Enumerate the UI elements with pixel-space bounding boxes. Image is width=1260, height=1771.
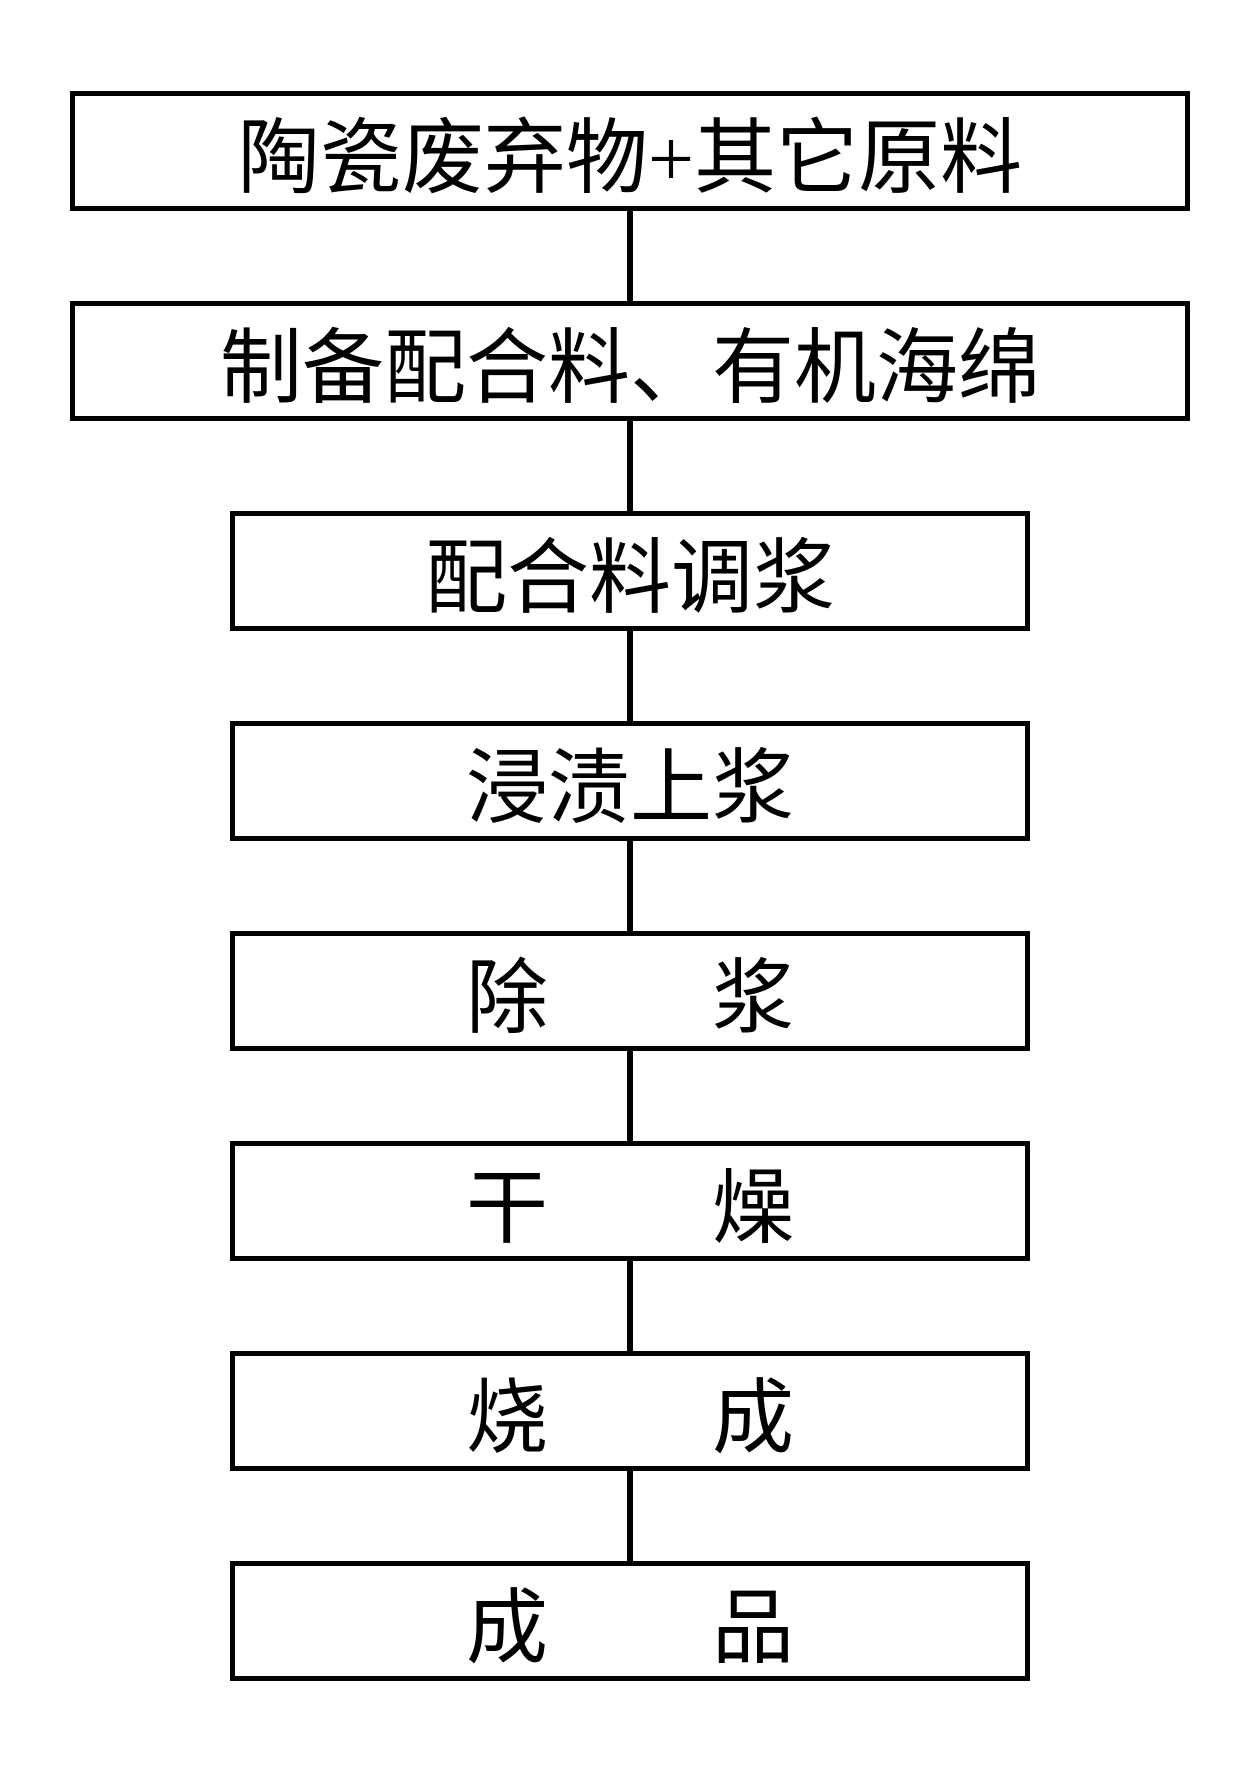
flow-connector-3 [627,631,633,721]
flow-step-1-label: 陶瓷废弃物+其它原料 [238,91,1022,210]
flow-connector-7 [627,1471,633,1561]
flow-connector-2 [627,421,633,511]
flow-connector-1 [627,211,633,301]
flow-step-2-label: 制备配合料、有机海绵 [220,301,1040,420]
flow-step-3: 配合料调浆 [230,511,1030,631]
flow-step-6-label: 干 燥 [466,1141,794,1260]
flow-step-1: 陶瓷废弃物+其它原料 [70,91,1190,211]
flow-step-4-label: 浸渍上浆 [466,721,794,840]
flow-step-5: 除 浆 [230,931,1030,1051]
flow-connector-4 [627,841,633,931]
flow-connector-5 [627,1051,633,1141]
flow-step-4: 浸渍上浆 [230,721,1030,841]
flow-connector-6 [627,1261,633,1351]
flow-step-7: 烧 成 [230,1351,1030,1471]
flow-step-2: 制备配合料、有机海绵 [70,301,1190,421]
flow-step-5-label: 除 浆 [466,931,794,1050]
flow-step-6: 干 燥 [230,1141,1030,1261]
flow-step-7-label: 烧 成 [466,1351,794,1470]
flowchart-container: 陶瓷废弃物+其它原料 制备配合料、有机海绵 配合料调浆 浸渍上浆 除 浆 干 燥… [0,91,1260,1681]
flow-step-8-label: 成 品 [466,1561,794,1680]
flow-step-3-label: 配合料调浆 [425,511,835,630]
flow-step-8: 成 品 [230,1561,1030,1681]
